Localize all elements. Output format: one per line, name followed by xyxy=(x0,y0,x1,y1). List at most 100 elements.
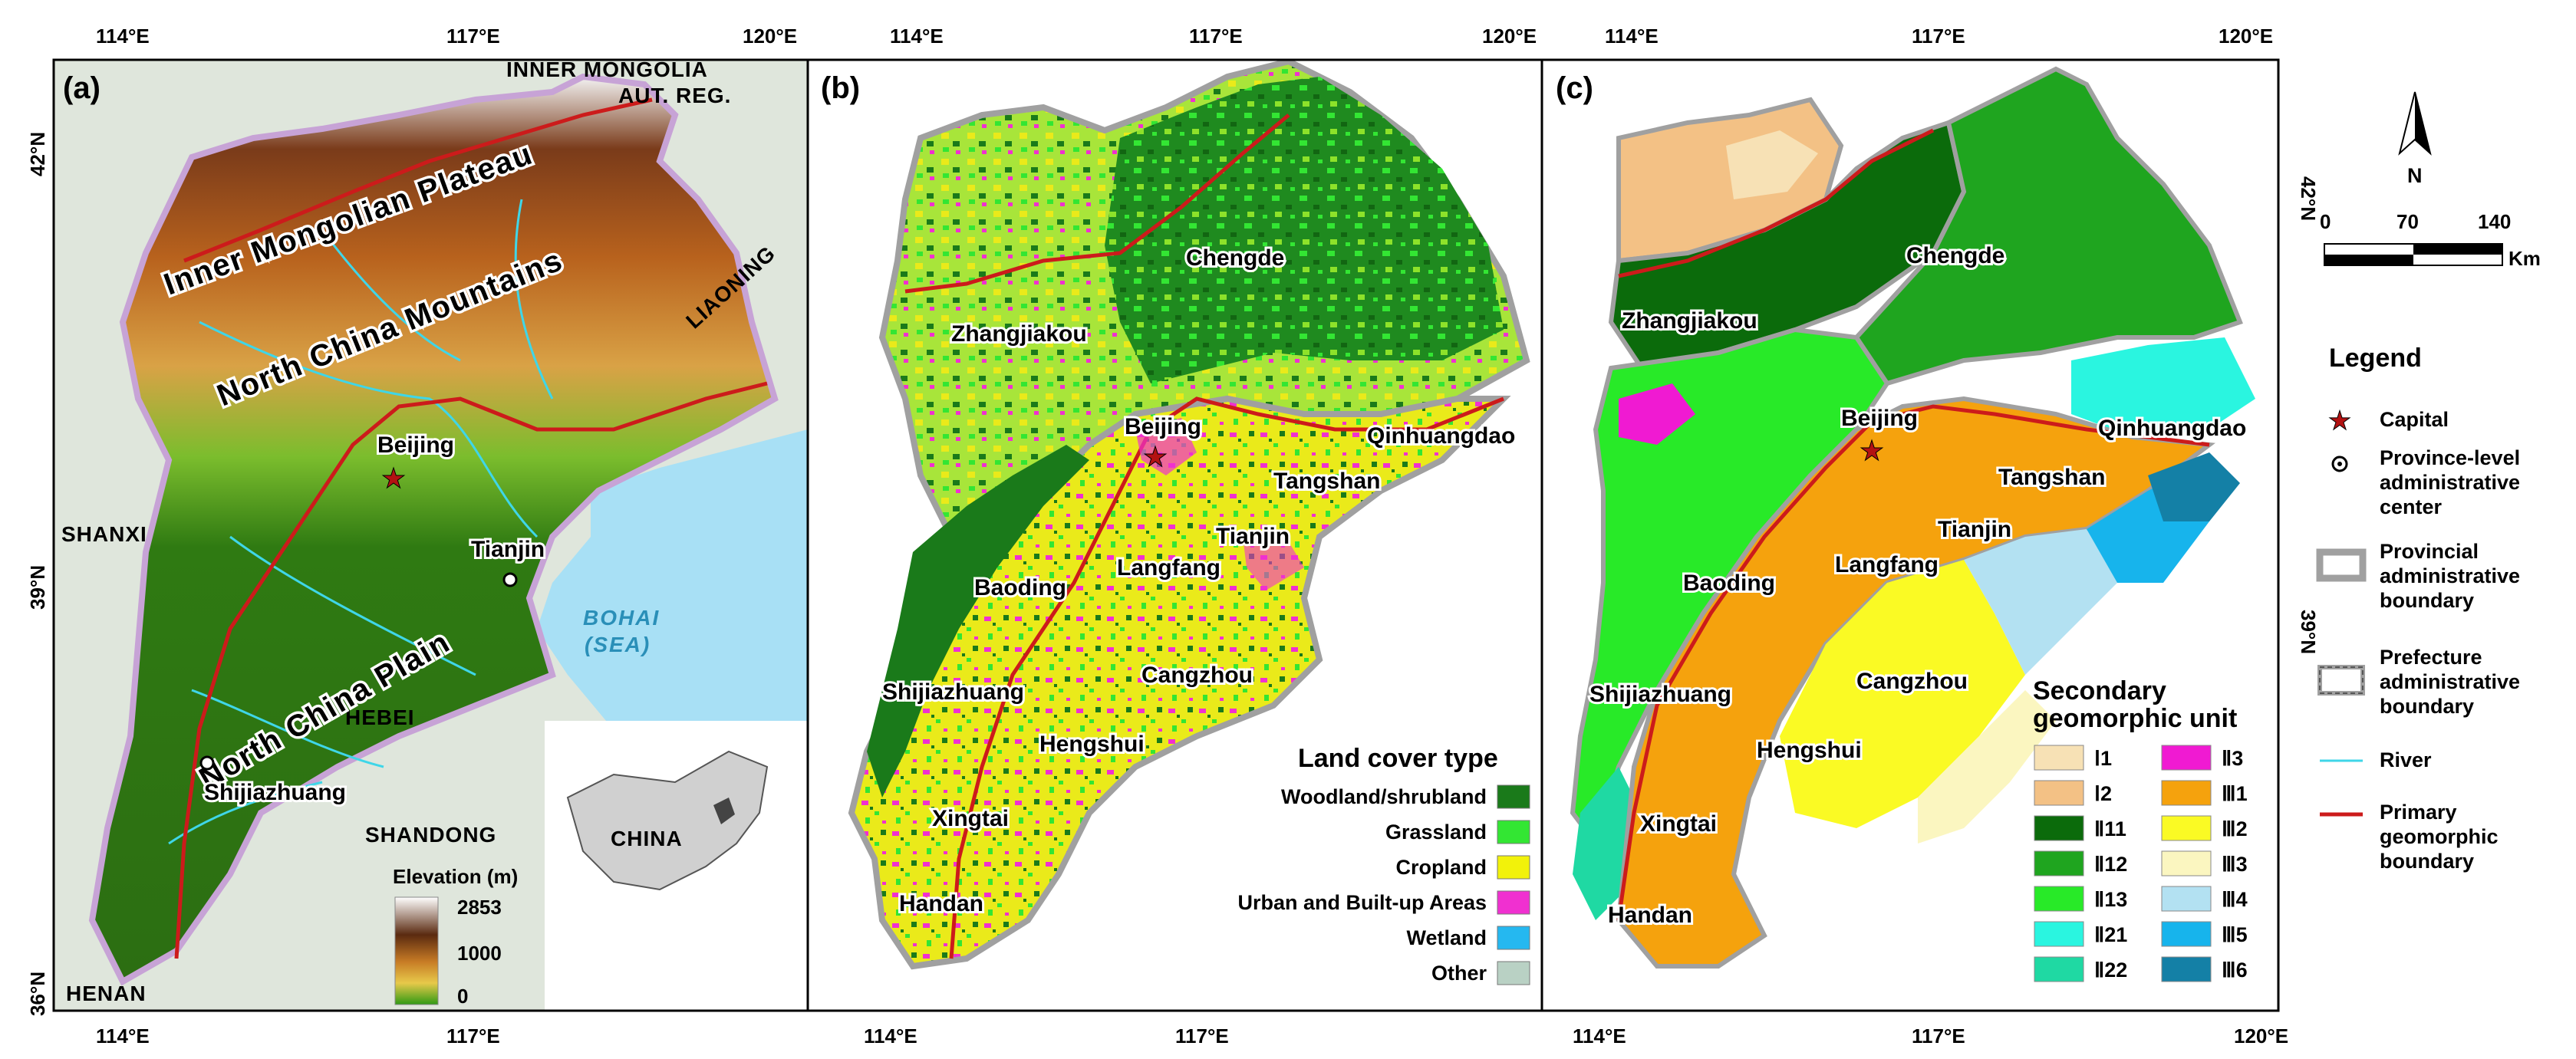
legend-primary-3: boundary xyxy=(2380,850,2474,873)
urban-tianjin-b xyxy=(1243,529,1304,590)
scale-unit: Km xyxy=(2508,247,2541,270)
capital-star-b: ★ xyxy=(1143,441,1168,472)
unit-III4 xyxy=(1964,529,2117,675)
geomorphic-legend-swatch xyxy=(2161,745,2212,771)
hengshui-label-b: Hengshui xyxy=(1039,732,1145,757)
capital-star-a: ★ xyxy=(381,462,406,494)
bottom-tick-c-117: 117°E xyxy=(1912,1024,1965,1047)
geomorphic-legend-label: Ⅲ4 xyxy=(2222,888,2248,911)
unit-II12 xyxy=(1853,66,2243,386)
qinhuangdao-label-b: Qinhuangdao xyxy=(1367,423,1515,449)
top-tick-c-120: 120°E xyxy=(2219,25,2273,48)
land-cover-legend-title: Land cover type xyxy=(1298,744,1498,773)
legend-river: River xyxy=(2380,748,2432,771)
elevation-mid: 1000 xyxy=(457,942,502,965)
tianjin-label-a: Tianjin xyxy=(471,537,545,562)
right-legend: N 0 70 140 Km Legend ★ Capital Province-… xyxy=(2316,91,2541,873)
right-tick-39: 39°N xyxy=(2297,610,2320,654)
primary-boundary-b xyxy=(904,113,1290,294)
tianjin-center-marker xyxy=(502,572,518,587)
scale-0: 0 xyxy=(2320,210,2331,233)
bohai-sea xyxy=(537,429,808,721)
inset-china-shape xyxy=(566,750,769,891)
land-cover-legend-label: Other xyxy=(1431,962,1487,985)
bottom-tick-a-117: 117°E xyxy=(446,1024,500,1047)
henan-label: HENAN xyxy=(66,982,147,1005)
shijiazhuang-center-marker xyxy=(199,755,215,771)
geomorphic-legend-swatch xyxy=(2034,956,2084,982)
capital-star-icon: ★ xyxy=(2328,406,2351,436)
legend-province-1: Provincial xyxy=(2380,540,2479,563)
land-cover-legend-swatch xyxy=(1497,855,1530,880)
geomorphic-legend-label: Ⅰ1 xyxy=(2094,747,2112,770)
langfang-label-b: Langfang xyxy=(1117,555,1220,580)
geomorphic-legend-swatch xyxy=(2034,921,2084,947)
scale-140: 140 xyxy=(2478,210,2511,233)
unit-III3 xyxy=(1918,690,2056,844)
hengshui-label-c: Hengshui xyxy=(1757,738,1862,763)
cangzhou-label-c: Cangzhou xyxy=(1856,669,1968,694)
panel-c-frame xyxy=(1540,58,2280,1012)
top-tick-c-114: 114°E xyxy=(1605,25,1659,48)
center-marker-dot-icon xyxy=(2337,462,2342,466)
geomorphic-legend-swatch xyxy=(2161,886,2212,912)
langfang-label-c: Langfang xyxy=(1835,552,1939,577)
aut-reg-label: AUT. REG. xyxy=(618,84,731,107)
legend-primary-2: geomorphic xyxy=(2380,825,2499,848)
urban-beijing-b xyxy=(1135,418,1197,475)
land-cover-legend-label: Cropland xyxy=(1396,856,1487,879)
land-cover-legend-label: Urban and Built-up Areas xyxy=(1237,891,1487,914)
left-tick-42: 42°N xyxy=(26,132,49,176)
beijing-label-a: Beijing xyxy=(377,432,454,458)
legend-capital: Capital xyxy=(2380,408,2449,431)
bottom-tick-b-117: 117°E xyxy=(1175,1024,1229,1047)
left-tick-36: 36°N xyxy=(26,972,49,1016)
legend-title: Legend xyxy=(2329,344,2422,373)
inset-china-label: CHINA xyxy=(611,827,683,850)
handan-label-b: Handan xyxy=(899,891,983,916)
bottom-tick-c-114: 114°E xyxy=(1573,1024,1626,1047)
zhangjiakou-label-c: Zhangjiakou xyxy=(1622,308,1757,334)
geomorphic-legend-swatch xyxy=(2161,780,2212,806)
geomorphic-legend-swatch xyxy=(2161,850,2212,876)
unit-I1 xyxy=(1726,130,1818,199)
xingtai-label-b: Xingtai xyxy=(932,806,1009,831)
prefecture-boundary-icon xyxy=(2317,665,2365,696)
top-tick-c-117: 117°E xyxy=(1912,25,1965,48)
bohai-sea-label: (SEA) xyxy=(585,633,651,656)
geomorphic-legend-title-2: geomorphic unit xyxy=(2033,704,2237,733)
tianjin-label-b: Tianjin xyxy=(1216,524,1290,549)
geomorphic-legend-swatch xyxy=(2161,921,2212,947)
north-arrow-half-icon xyxy=(2415,92,2430,153)
legend-center-3: center xyxy=(2380,495,2443,518)
zhangjiakou-label-b: Zhangjiakou xyxy=(951,321,1087,347)
axis-ticks: 114°E 117°E 120°E 114°E 117°E 120°E 114°… xyxy=(26,25,2320,1047)
land-cover-legend-label: Woodland/shrubland xyxy=(1281,785,1487,808)
beijing-label-b: Beijing xyxy=(1125,414,1201,439)
xingtai-label-c: Xingtai xyxy=(1640,811,1717,837)
shanxi-label: SHANXI xyxy=(61,522,147,546)
land-cover-legend-swatch xyxy=(1497,820,1530,844)
provincial-boundary-icon xyxy=(2316,548,2367,582)
land-cover-legend-swatch xyxy=(1497,926,1530,950)
bohai-label: BOHAI xyxy=(583,606,660,630)
handan-label-c: Handan xyxy=(1608,903,1692,928)
geomorphic-legend-swatch xyxy=(2161,815,2212,841)
north-label: N xyxy=(2407,164,2423,187)
tangshan-label-c: Tangshan xyxy=(1998,465,2105,490)
elevation-max: 2853 xyxy=(457,896,502,919)
geomorphic-legend-label: Ⅱ22 xyxy=(2094,959,2127,982)
geomorphic-legend-label: Ⅲ2 xyxy=(2222,817,2248,840)
geomorphic-legend: Ⅰ1 Ⅰ2 Ⅱ11 Ⅱ12 Ⅱ13 Ⅱ21 Ⅱ22 Ⅱ3 Ⅲ1 Ⅲ2 Ⅲ3 Ⅲ4 Ⅲ5 Ⅲ6 xyxy=(2034,745,2248,982)
shijiazhuang-label-c: Shijiazhuang xyxy=(1589,682,1731,707)
geomorphic-legend-swatch xyxy=(2161,956,2212,982)
scale-bar-black-bottom xyxy=(2324,255,2413,265)
land-cover-legend-swatch xyxy=(1497,961,1530,985)
geomorphic-legend-swatch xyxy=(2034,815,2084,841)
geomorphic-legend-swatch xyxy=(2034,780,2084,806)
panel-c-letter: (c) xyxy=(1556,71,1593,105)
woodland-west-b xyxy=(867,445,1089,798)
legend-center-1: Province-level xyxy=(2380,446,2520,469)
inner-mongolia-label: INNER MONGOLIA xyxy=(506,58,708,81)
